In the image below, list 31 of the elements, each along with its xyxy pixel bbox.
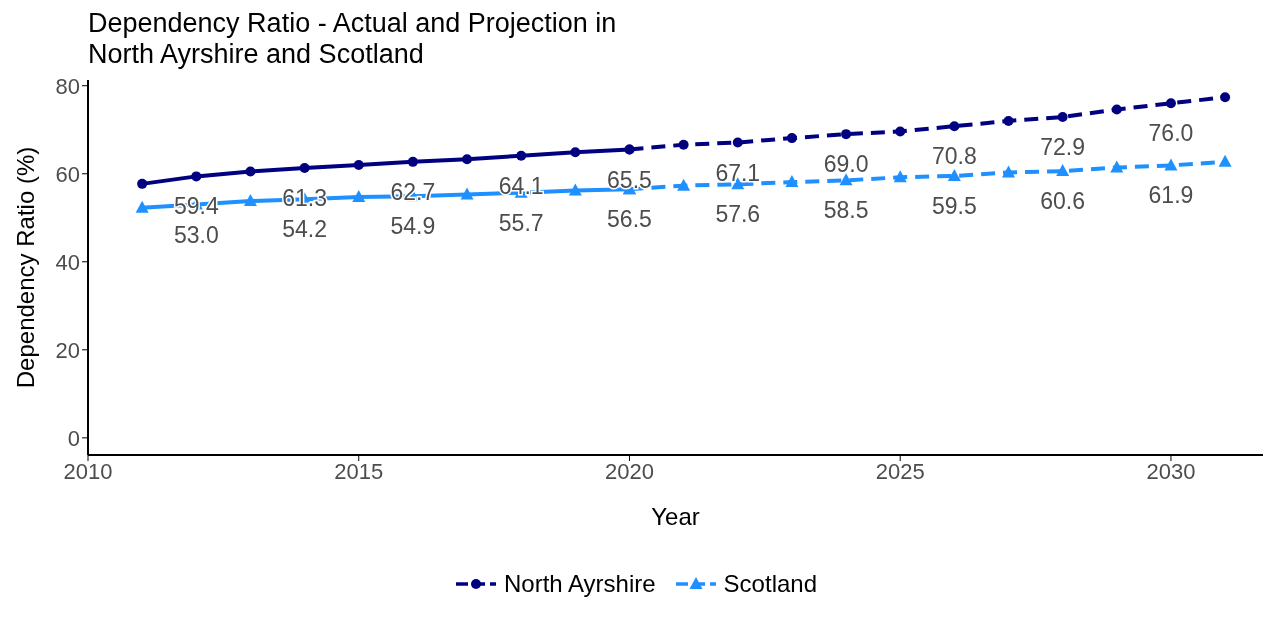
chart-title: Dependency Ratio - Actual and Projection in North Ayrshire and Scotland bbox=[87, 8, 618, 70]
data-label: 70.8 bbox=[931, 143, 977, 170]
data-label: 59.5 bbox=[931, 192, 977, 219]
data-label: 60.6 bbox=[1040, 188, 1086, 215]
data-label: 57.6 bbox=[715, 201, 761, 228]
x-axis-title: Year bbox=[651, 503, 700, 530]
x-tick-label: 2010 bbox=[63, 458, 113, 484]
y-tick-label: 60 bbox=[55, 161, 80, 187]
legend-label: Scotland bbox=[723, 570, 818, 598]
y-tick-label: 80 bbox=[55, 73, 80, 99]
data-label: 72.9 bbox=[1040, 133, 1086, 160]
y-tick-label: 20 bbox=[55, 337, 80, 363]
data-label: 76.0 bbox=[1148, 120, 1194, 147]
data-label: 67.1 bbox=[715, 159, 761, 186]
y-tick-label: 0 bbox=[67, 425, 80, 451]
x-tick-label: 2025 bbox=[875, 458, 925, 484]
legend-label: North Ayrshire bbox=[503, 570, 656, 598]
y-tick-label: 40 bbox=[55, 249, 80, 275]
data-label: 58.5 bbox=[823, 197, 869, 224]
y-axis-title: Dependency Ratio (%) bbox=[12, 146, 39, 389]
data-label: 56.5 bbox=[607, 206, 652, 233]
data-label: 54.2 bbox=[282, 216, 327, 243]
data-label: 54.9 bbox=[390, 213, 436, 240]
x-tick-label: 2020 bbox=[605, 458, 654, 484]
data-label: 53.0 bbox=[173, 221, 219, 248]
x-tick-label: 2030 bbox=[1146, 458, 1196, 484]
data-label: 61.9 bbox=[1148, 182, 1194, 209]
x-tick-label: 2015 bbox=[334, 458, 384, 484]
data-label: 69.0 bbox=[823, 151, 869, 178]
data-label: 65.5 bbox=[607, 166, 652, 193]
data-label: 55.7 bbox=[498, 209, 544, 236]
